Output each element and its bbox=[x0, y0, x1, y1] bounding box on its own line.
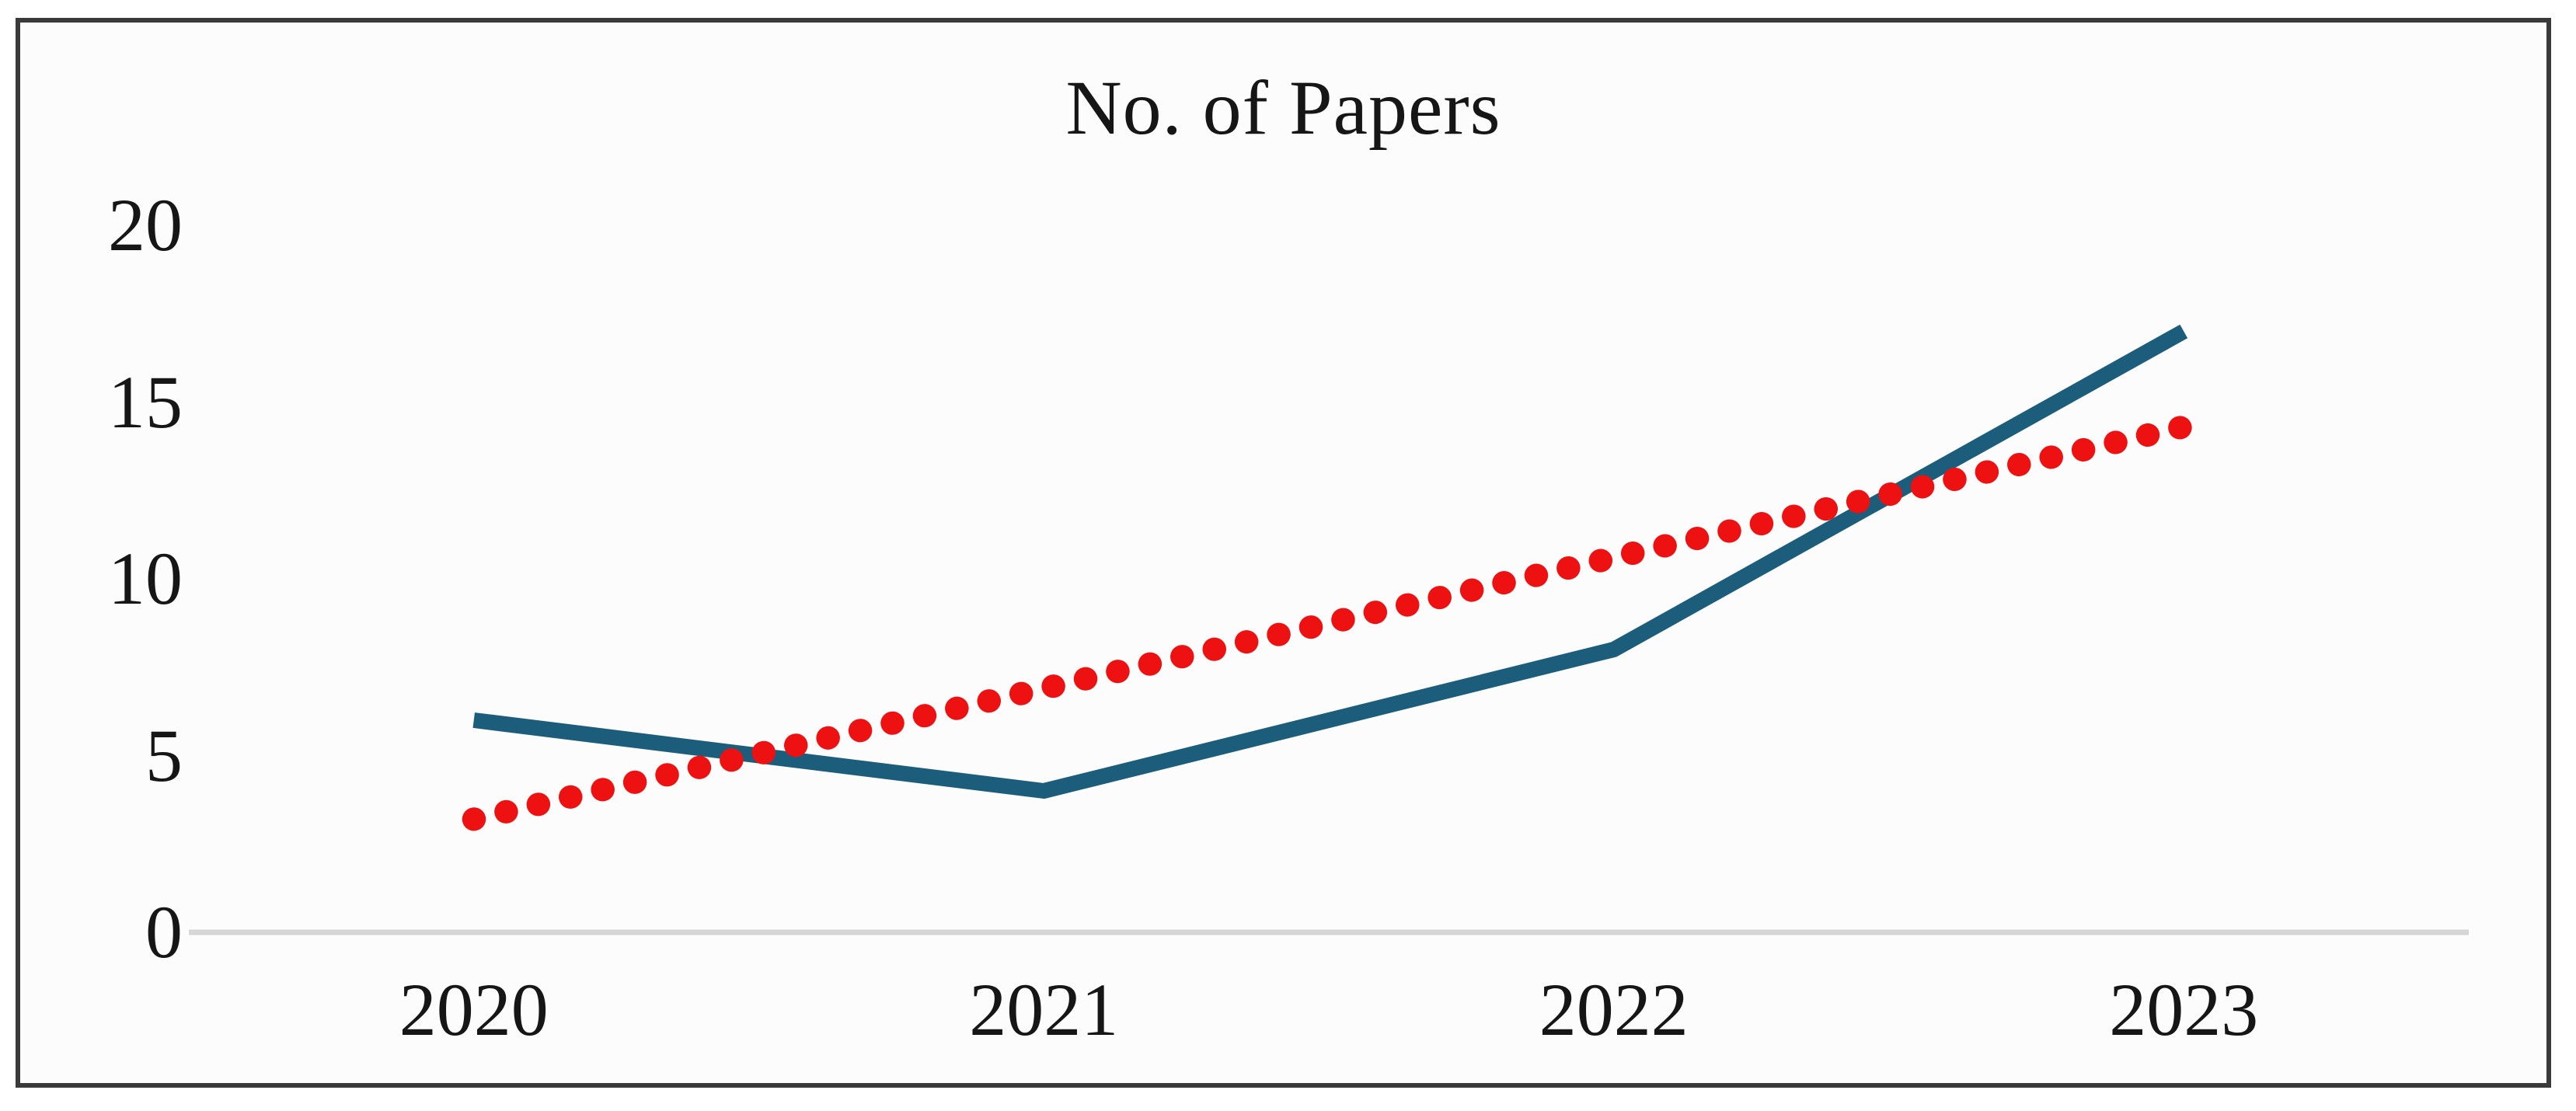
x-axis-label-2023: 2023 bbox=[2109, 968, 2259, 1051]
y-tick-label-15: 15 bbox=[108, 360, 183, 444]
x-axis-label-2020: 2020 bbox=[399, 968, 549, 1051]
x-axis-label-2022: 2022 bbox=[1539, 968, 1689, 1051]
y-tick-label-10: 10 bbox=[108, 537, 183, 620]
y-tick-label-5: 5 bbox=[145, 713, 183, 797]
x-axis-label-2021: 2021 bbox=[969, 968, 1119, 1051]
linear-trendline bbox=[462, 415, 2196, 831]
y-tick-label-0: 0 bbox=[145, 890, 183, 973]
chart-frame bbox=[16, 18, 2551, 1088]
chart-title: No. of Papers bbox=[1065, 64, 1501, 151]
papers-series-line bbox=[472, 324, 2188, 799]
y-tick-label-20: 20 bbox=[108, 183, 183, 266]
